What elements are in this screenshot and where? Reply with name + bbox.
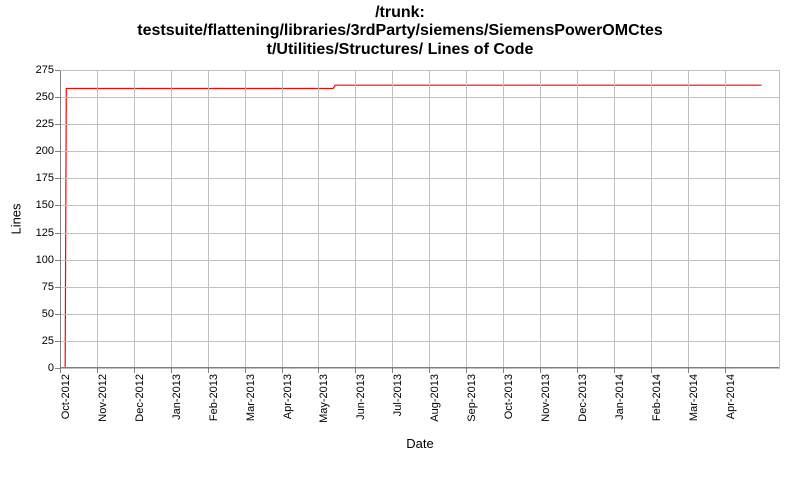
x-tick [282,368,283,373]
gridline-h [60,368,780,369]
x-tick-label: Feb-2013 [208,374,220,421]
y-tick-label: 50 [42,308,60,320]
chart-title: /trunk:testsuite/flattening/libraries/3r… [0,4,800,59]
gridline-v [392,70,393,368]
gridline-h [60,233,780,234]
gridline-h [60,151,780,152]
gridline-h [60,124,780,125]
x-tick [503,368,504,373]
x-tick [97,368,98,373]
x-tick-label: Feb-2014 [651,374,663,421]
x-tick [725,368,726,373]
y-tick-label: 225 [36,118,60,130]
x-tick [208,368,209,373]
x-tick-label: Dec-2012 [134,374,146,422]
gridline-v [355,70,356,368]
gridline-h [60,178,780,179]
gridline-v [651,70,652,368]
gridline-v [725,70,726,368]
gridline-v [540,70,541,368]
data-line [60,70,780,368]
axis-border-left [60,70,61,368]
x-tick [429,368,430,373]
x-tick-label: Oct-2012 [60,374,72,419]
y-tick-label: 25 [42,335,60,347]
x-tick-label: Jan-2014 [614,374,626,420]
y-tick-label: 250 [36,91,60,103]
y-tick-label: 125 [36,227,60,239]
x-tick-label: Nov-2012 [97,374,109,422]
gridline-v [577,70,578,368]
x-tick [540,368,541,373]
x-tick-label: Nov-2013 [540,374,552,422]
x-tick [245,368,246,373]
gridline-h [60,260,780,261]
y-tick-label: 200 [36,145,60,157]
x-tick-label: May-2013 [318,374,330,423]
x-tick-label: Mar-2014 [688,374,700,421]
gridline-v [429,70,430,368]
gridline-v [466,70,467,368]
plot-area: 0255075100125150175200225250275Oct-2012N… [60,70,780,368]
gridline-v [318,70,319,368]
gridline-v [208,70,209,368]
y-axis-label: Lines [9,203,24,234]
gridline-h [60,205,780,206]
x-tick-label: Apr-2014 [725,374,737,419]
y-tick-label: 175 [36,172,60,184]
axis-border-right [779,70,780,368]
x-tick-label: Aug-2013 [429,374,441,422]
x-tick [577,368,578,373]
x-tick [318,368,319,373]
gridline-v [134,70,135,368]
axis-border-bottom [60,367,780,368]
x-tick [60,368,61,373]
gridline-h [60,341,780,342]
x-tick-label: Apr-2013 [282,374,294,419]
x-tick-label: Jul-2013 [392,374,404,416]
x-tick-label: Jun-2013 [355,374,367,420]
x-tick [466,368,467,373]
x-tick-label: Sep-2013 [466,374,478,422]
gridline-v [282,70,283,368]
gridline-v [97,70,98,368]
y-tick-label: 150 [36,199,60,211]
loc-chart: /trunk:testsuite/flattening/libraries/3r… [0,0,800,500]
gridline-h [60,314,780,315]
y-tick-label: 275 [36,64,60,76]
x-tick [134,368,135,373]
gridline-v [688,70,689,368]
x-tick-label: Mar-2013 [245,374,257,421]
gridline-v [245,70,246,368]
x-tick-label: Jan-2013 [171,374,183,420]
gridline-h [60,287,780,288]
x-tick-label: Dec-2013 [577,374,589,422]
x-tick [688,368,689,373]
x-tick [651,368,652,373]
y-tick-label: 100 [36,254,60,266]
gridline-v [503,70,504,368]
y-tick-label: 0 [48,362,60,374]
gridline-v [614,70,615,368]
gridline-h [60,97,780,98]
x-tick [392,368,393,373]
x-axis-label: Date [406,436,433,451]
axis-border-top [60,70,780,71]
x-tick-label: Oct-2013 [503,374,515,419]
x-tick [171,368,172,373]
y-tick-label: 75 [42,281,60,293]
x-tick [355,368,356,373]
x-tick [614,368,615,373]
gridline-v [171,70,172,368]
